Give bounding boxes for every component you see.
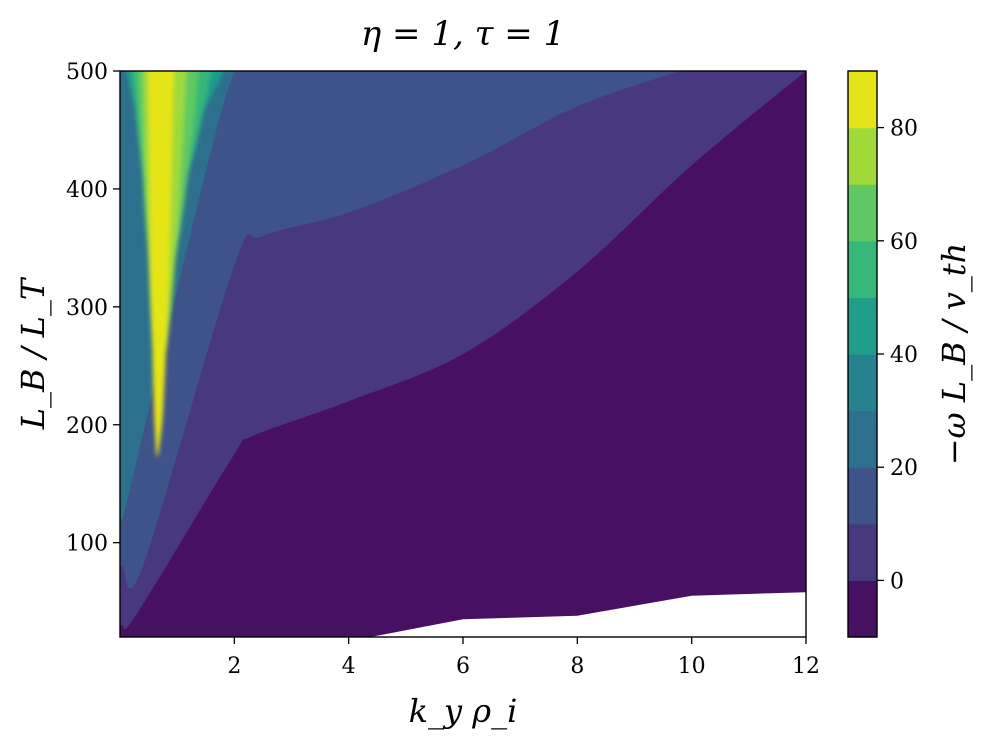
- x-tick-label: 12: [792, 654, 820, 679]
- colorbar-segment: [848, 410, 877, 468]
- y-tick-label: 100: [66, 532, 108, 557]
- y-tick-label: 400: [66, 178, 108, 203]
- colorbar-segment: [848, 240, 877, 298]
- colorbar-segment: [848, 71, 877, 129]
- colorbar-tick-label: 0: [890, 569, 904, 594]
- chart-title: η = 1, τ = 1: [361, 14, 565, 54]
- colorbar-label: −ω L_B / v_th: [935, 243, 973, 466]
- colorbar-tick-label: 60: [890, 230, 918, 255]
- colorbar-segment: [848, 523, 877, 581]
- growth-basin: [126, 71, 224, 458]
- contour-region: [120, 71, 681, 589]
- x-tick-label: 6: [456, 654, 470, 679]
- x-tick-label: 4: [342, 654, 356, 679]
- colorbar-segment: [848, 580, 877, 638]
- x-axis-label: k_y ρ_i: [409, 692, 518, 730]
- y-axis-ticks: 100 200 300 400 500: [66, 60, 120, 557]
- y-tick-label: 300: [66, 296, 108, 321]
- undefined-region: [370, 592, 806, 637]
- x-tick-label: 8: [570, 654, 584, 679]
- colorbar-segment: [848, 127, 877, 185]
- x-tick-label: 10: [678, 654, 706, 679]
- colorbar: [848, 71, 877, 638]
- colorbar-segment: [848, 297, 877, 355]
- y-axis-label: L_B / L_T: [14, 276, 52, 430]
- contour-plot: [120, 71, 806, 637]
- x-axis-ticks: 2 4 6 8 10 12: [227, 637, 820, 679]
- colorbar-tick-label: 20: [890, 456, 918, 481]
- y-tick-label: 200: [66, 414, 108, 439]
- colorbar-segment: [848, 354, 877, 412]
- y-tick-label: 500: [66, 60, 108, 85]
- contour-region: [148, 71, 174, 458]
- colorbar-segment: [848, 467, 877, 525]
- colorbar-tick-label: 80: [890, 117, 918, 142]
- colorbar-ticks: 0 20 40 60 80: [877, 117, 918, 594]
- x-tick-label: 2: [227, 654, 241, 679]
- colorbar-segment: [848, 184, 877, 242]
- colorbar-tick-label: 40: [890, 343, 918, 368]
